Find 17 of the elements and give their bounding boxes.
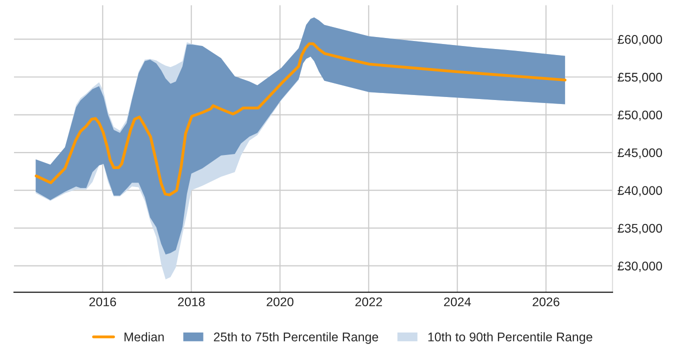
y-tick-label: £60,000 xyxy=(618,35,662,46)
x-tick-label: 2026 xyxy=(532,297,560,306)
x-tick-label: 2020 xyxy=(266,297,294,306)
x-tick-label: 2016 xyxy=(89,297,116,306)
x-tick-label: 2018 xyxy=(178,297,205,306)
y-tick-label: £30,000 xyxy=(618,262,662,272)
x-tick-label: 2022 xyxy=(355,297,382,306)
legend-label: Median xyxy=(124,332,164,342)
y-tick-label: £55,000 xyxy=(618,72,662,84)
line-series xyxy=(34,42,566,196)
y-tick-label: £50,000 xyxy=(618,110,662,121)
y-tick-label: £35,000 xyxy=(618,224,662,234)
y-tick-label: £45,000 xyxy=(618,148,662,159)
y-tick-label: £40,000 xyxy=(618,186,662,196)
legend-label: 10th to 90th Percentile Range xyxy=(428,332,592,344)
x-tick-label: 2024 xyxy=(444,297,471,306)
legend-label: 25th to 75th Percentile Range xyxy=(214,332,378,344)
